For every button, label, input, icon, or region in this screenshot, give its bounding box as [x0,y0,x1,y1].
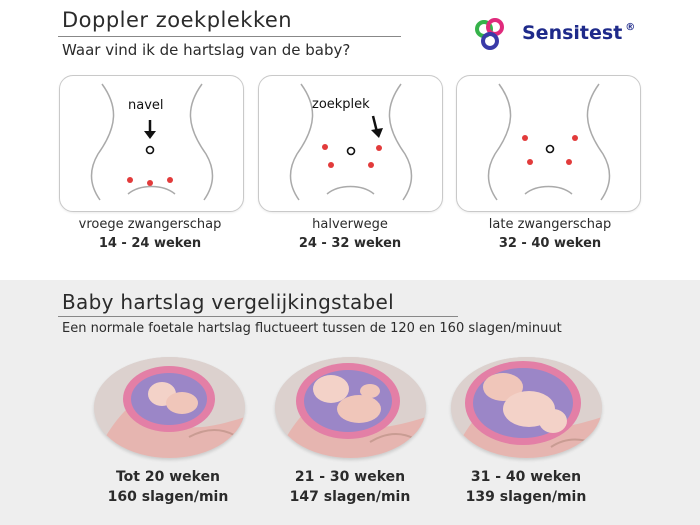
fetus-illustration [451,357,602,458]
location-panel-late [456,75,641,212]
arrow-down-icon [371,128,383,138]
table-divider [58,316,458,317]
row-rate-3: 139 slagen/min [465,489,587,505]
logo-brand-text: Sensitest [522,22,623,44]
row-weeks-2: 21 - 30 weken [294,469,406,485]
location-label-mid: halverwege [312,217,388,232]
title-divider [58,36,401,37]
location-range-mid: 24 - 32 weken [298,236,402,251]
location-label-early: vroege zwangerschap [78,217,222,232]
registered-icon: ® [625,22,636,33]
location-range-late: 32 - 40 weken [498,236,602,251]
row-rate-1: 160 slagen/min [107,489,229,505]
row-weeks-3: 31 - 40 weken [470,469,582,485]
arrow-down-icon [144,131,156,139]
row-weeks-1: Tot 20 weken [115,469,221,485]
sensitest-logo-icon [475,18,504,50]
fetus-illustration [94,357,245,458]
location-panel-mid: zoekplek [258,75,443,212]
torso-outline-late [487,83,611,201]
navel-label: navel [128,98,164,113]
navel-icon [346,146,356,156]
table-title: Baby hartslag vergelijkingstabel [62,290,395,314]
location-label-late: late zwangerschap [488,217,612,232]
torso-outline-mid [289,83,413,201]
zoekplek-label: zoekplek [312,97,370,112]
sensitest-logo [471,17,661,53]
torso-outline-early [90,83,214,201]
logo-wordmark: Sensitest ® [522,22,635,44]
navel-icon [145,145,155,155]
navel-icon [545,144,555,154]
location-range-early: 14 - 24 weken [98,236,202,251]
page-subtitle: Waar vind ik de hartslag van de baby? [62,41,351,59]
fetus-illustration [275,357,426,458]
row-rate-2: 147 slagen/min [289,489,411,505]
location-panel-early: navel [59,75,244,212]
table-subtitle: Een normale foetale hartslag fluctueert … [62,321,562,336]
page-title: Doppler zoekplekken [62,8,293,32]
